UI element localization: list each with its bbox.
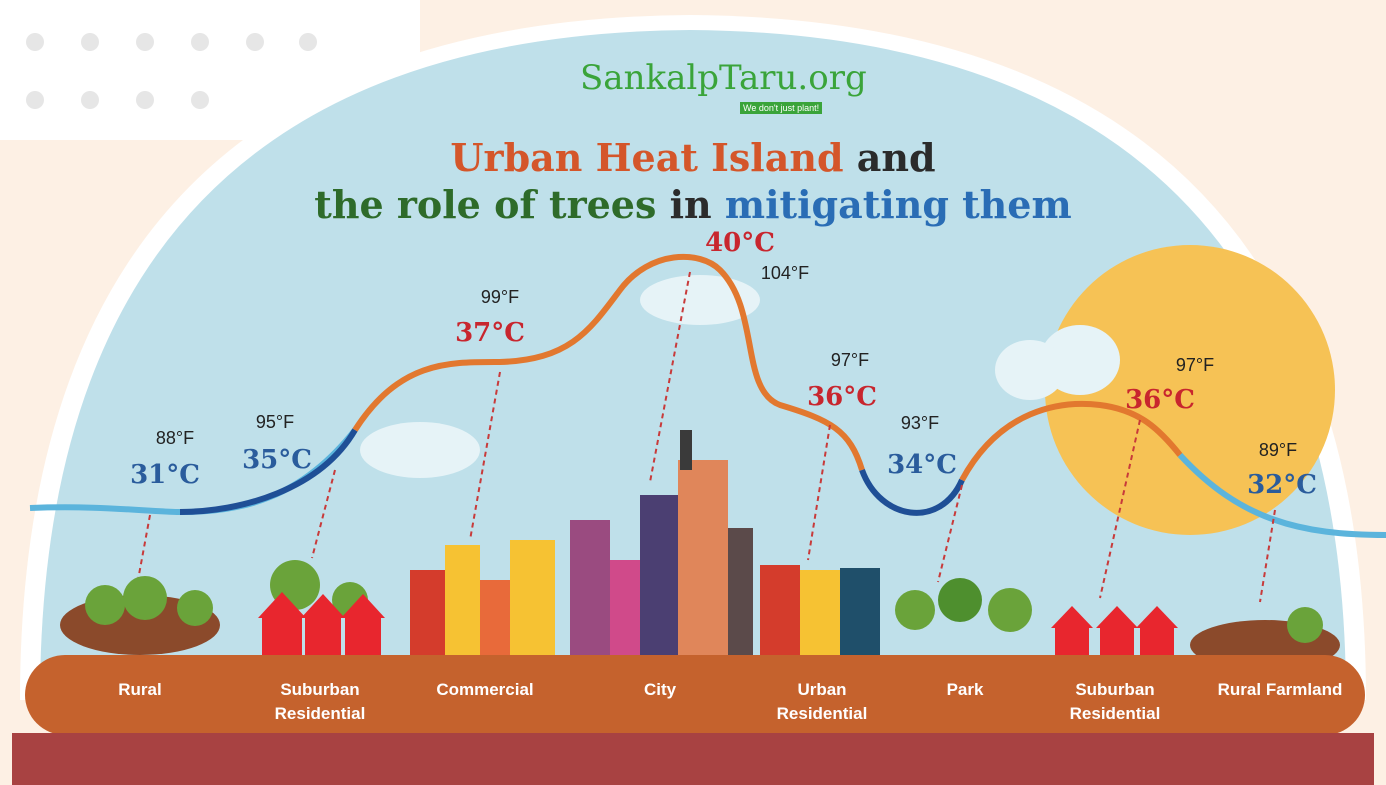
fahrenheit: 97°F: [1175, 355, 1215, 375]
ground: [25, 655, 1365, 735]
celsius: 36°C: [1125, 385, 1195, 415]
fahrenheit: 93°F: [900, 413, 940, 433]
zone-label: Rural Farmland: [1217, 680, 1343, 699]
title-part: mitigating them: [724, 182, 1072, 227]
logo: SankalpTaru.org: [580, 58, 867, 98]
fahrenheit: 88°F: [155, 428, 195, 448]
celsius: 37°C: [455, 318, 525, 348]
celsius: 31°C: [130, 460, 200, 490]
title-part: in: [669, 182, 712, 227]
sun: [1045, 245, 1335, 535]
zone-label: Park: [946, 680, 984, 699]
celsius: 32°C: [1247, 470, 1317, 500]
title-line: the role of trees in mitigating them: [0, 182, 1386, 227]
fahrenheit: 89°F: [1258, 440, 1298, 460]
buildings: [410, 430, 880, 655]
fahrenheit: 97°F: [830, 350, 870, 370]
zone-label: Commercial: [436, 680, 534, 699]
title-part: Urban Heat Island: [450, 135, 844, 180]
fahrenheit: 99°F: [480, 287, 520, 307]
curve: [179, 428, 358, 515]
curve: [959, 400, 1183, 482]
fahrenheit: 95°F: [255, 412, 295, 432]
clouds: [360, 275, 1120, 478]
celsius: 36°C: [807, 382, 877, 412]
fahrenheit: 104°F: [760, 263, 810, 283]
curve: [352, 253, 865, 471]
arrows: [137, 271, 1276, 603]
zone-label: City: [643, 680, 677, 699]
title-part: the role of trees: [314, 182, 657, 227]
celsius: 34°C: [887, 450, 957, 480]
title-line: Urban Heat Island and: [0, 135, 1386, 180]
base: [12, 733, 1374, 785]
title-part: and: [856, 135, 936, 180]
sky: [40, 30, 1346, 700]
celsius: 40°C: [705, 228, 775, 258]
zone-label: Rural: [118, 680, 162, 699]
zone-label: Suburban Residential: [1069, 680, 1161, 723]
zone-label: Urban Residential: [776, 680, 868, 723]
zone-label: Suburban Residential: [274, 680, 366, 723]
tagline: We don't just plant!: [740, 102, 823, 114]
curve: [859, 468, 965, 516]
houses: [258, 592, 1178, 655]
dots: [26, 33, 317, 109]
celsius: 35°C: [242, 445, 312, 475]
